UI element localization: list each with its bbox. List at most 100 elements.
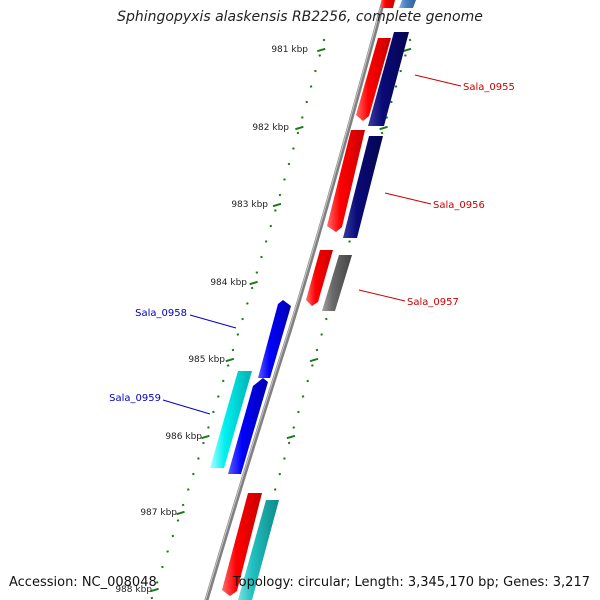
tick-label-984: 984 kbp [210,278,247,288]
map-title: Sphingopyxis alaskensis RB2256, complete… [117,9,483,25]
gene-label-sala-0959[interactable]: Sala_0959 [109,393,161,404]
tick-label-986: 986 kbp [165,432,202,442]
minor-tick [278,193,282,197]
minor-tick [301,395,305,398]
minor-tick [171,534,175,538]
tick-label-982: 982 kbp [252,123,289,133]
minor-tick [301,116,304,119]
major-tick [201,434,210,440]
gene-label-sala-0957[interactable]: Sala_0957 [407,297,459,308]
minor-tick [181,503,185,507]
minor-tick [231,348,235,352]
minor-tick [320,333,323,336]
minor-tick [186,488,190,491]
minor-tick [296,131,300,135]
leader-sala-0955 [414,74,462,87]
minor-tick [390,100,393,104]
major-tick [402,47,412,53]
minor-tick [292,147,295,150]
major-tick [249,280,258,286]
tick-labels: 981 kbp 982 kbp 983 kbp 984 kbp 985 kbp … [115,45,308,595]
minor-tick [221,379,225,383]
minor-tick [283,178,286,181]
minor-tick [217,395,220,398]
gene-feature[interactable] [238,500,279,600]
minor-tick [311,364,314,367]
gene-feature[interactable] [258,300,291,378]
reverse-strand-genes [210,300,291,474]
minor-tick [176,519,180,522]
minor-tick [202,441,205,445]
minor-tick [236,333,240,336]
leader-sala-0958 [189,314,237,329]
gene-feature[interactable] [380,0,395,8]
tick-label-987: 987 kbp [140,508,177,518]
minor-tick [315,348,319,352]
tick-label-985: 985 kbp [188,355,225,365]
accession-text: Accession: NC_008048 [9,575,157,590]
gene-feature[interactable] [306,250,333,306]
minor-tick [212,410,215,414]
minor-tick [241,317,244,321]
gene-feature[interactable] [322,255,352,311]
tick-label-983: 983 kbp [231,200,268,210]
minor-tick [287,441,291,445]
minor-tick [305,100,309,104]
major-tick [309,357,319,363]
major-tick [379,125,388,131]
minor-tick [161,565,164,569]
minor-tick [287,162,291,166]
gene-feature[interactable] [356,38,391,121]
major-tick [176,510,185,516]
minor-tick [155,581,159,584]
major-tick [286,434,296,440]
minor-tick [260,255,263,259]
genome-backbone [204,0,386,600]
major-tick [272,202,282,208]
major-tick [295,125,304,131]
gene-label-sala-0955[interactable]: Sala_0955 [463,82,515,93]
minor-tick [283,457,286,460]
gene-label-sala-0956[interactable]: Sala_0956 [433,200,485,211]
gene-feature[interactable] [210,371,252,468]
major-tick [150,587,159,593]
minor-tick [309,85,313,88]
gene-feature[interactable] [343,136,383,238]
minor-tick [348,240,351,243]
minor-tick [278,472,282,476]
minor-tick [297,410,300,414]
label-leaders [162,74,462,415]
genome-summary-text: Topology: circular; Length: 3,345,170 bp… [232,575,590,590]
major-tick [316,47,326,53]
minor-tick [408,38,412,42]
gene-feature[interactable] [327,130,365,232]
major-tick [225,357,235,363]
minor-tick [255,271,259,274]
minor-tick [314,69,317,73]
leader-sala-0957 [358,289,406,302]
gene-feature[interactable] [399,0,416,8]
minor-tick [150,596,154,600]
gene-feature[interactable] [222,493,262,596]
leader-sala-0959 [162,399,211,415]
minor-tick [166,550,169,553]
minor-tick [226,364,230,367]
minor-tick [273,488,277,491]
gene-label-sala-0958[interactable]: Sala_0958 [135,308,187,319]
minor-tick [269,224,273,228]
minor-tick [318,54,322,57]
gene-feature[interactable] [228,378,268,474]
minor-tick [197,457,200,460]
minor-tick [264,240,268,243]
forward-strand-genes [222,0,416,600]
minor-tick [207,426,210,429]
minor-tick [322,38,326,42]
leader-sala-0956 [384,192,432,205]
tick-label-988: 988 kbp [115,585,152,595]
gene-feature[interactable] [368,32,409,126]
minor-tick [399,69,402,73]
minor-tick [380,131,384,135]
tick-label-981: 981 kbp [271,45,308,55]
minor-tick [404,54,407,57]
